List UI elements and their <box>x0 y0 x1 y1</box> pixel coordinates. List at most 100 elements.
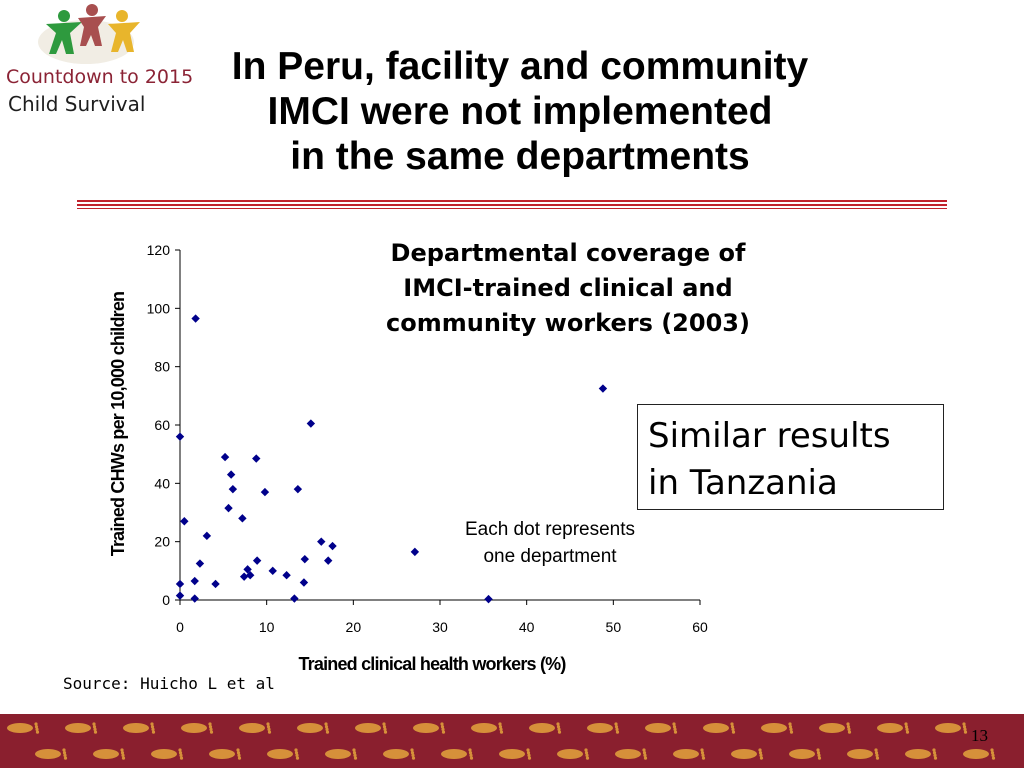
footprint-toe <box>93 730 98 734</box>
footprint-toe <box>382 722 386 726</box>
footprint-icon <box>877 722 910 734</box>
footprint-toe <box>179 756 184 760</box>
footprint-toe <box>557 727 561 731</box>
footprint-toe <box>642 748 646 752</box>
footprint-icon <box>355 722 388 734</box>
footprint-toe <box>150 725 155 729</box>
footprint-toe <box>237 753 241 757</box>
data-point <box>238 514 247 523</box>
footprint-toe <box>789 727 793 731</box>
y-tick-label: 40 <box>154 475 170 491</box>
footprint-toe <box>701 753 705 757</box>
footprint-toe <box>585 756 590 760</box>
data-point <box>180 517 189 526</box>
footprint-toe <box>353 756 358 760</box>
footprint-sole <box>935 723 961 733</box>
footprint-toe <box>178 748 182 752</box>
footprint-toe <box>352 748 356 752</box>
footprint-sole <box>297 723 323 733</box>
footprint-toe <box>236 751 241 755</box>
footprint-sole <box>355 723 381 733</box>
footprint-toe <box>150 722 154 726</box>
divider-line <box>77 204 947 206</box>
footprint-icon <box>123 722 156 734</box>
footprint-toe <box>759 756 764 760</box>
x-tick-label: 60 <box>692 619 708 635</box>
chart-annotation: Each dot represents one department <box>420 516 680 570</box>
data-point <box>317 537 326 546</box>
footprint-sole <box>557 749 583 759</box>
footprint-sole <box>529 723 555 733</box>
data-point <box>293 484 303 494</box>
y-tick-label: 100 <box>147 300 171 316</box>
footprint-icon <box>673 748 706 760</box>
logo-figure-yellow-body <box>108 22 140 52</box>
footprint-toe <box>817 753 821 757</box>
footprint-toe <box>789 730 794 734</box>
footprint-toe <box>353 753 357 757</box>
callout-line: Similar results <box>648 416 891 456</box>
page-number: 13 <box>971 726 988 745</box>
footprint-toe <box>962 722 966 726</box>
footprint-icon <box>761 722 794 734</box>
footprint-icon <box>847 748 880 760</box>
footprint-toe <box>758 751 763 755</box>
footprint-sole <box>645 723 671 733</box>
footprint-icon <box>7 722 40 734</box>
footprint-sole <box>471 723 497 733</box>
footprint-toe <box>35 730 40 734</box>
footprint-sole <box>819 723 845 733</box>
footprint-sole <box>847 749 873 759</box>
footprint-toe <box>846 722 850 726</box>
data-point <box>306 419 316 428</box>
footprint-toe <box>209 727 213 731</box>
footprint-icon <box>239 722 272 734</box>
footprint-icon <box>499 748 532 760</box>
footprint-icon <box>587 722 620 734</box>
footprint-sole <box>65 723 91 733</box>
data-point <box>191 314 200 323</box>
data-point <box>224 503 233 513</box>
footprint-toe <box>963 727 967 731</box>
footprint-toe <box>759 753 763 757</box>
footprint-toe <box>758 748 762 752</box>
footprint-icon <box>471 722 504 734</box>
callout-line: in Tanzania <box>648 463 838 503</box>
footprint-toe <box>498 722 502 726</box>
footprint-toe <box>642 751 647 755</box>
footprint-toe <box>990 748 994 752</box>
data-point <box>252 454 261 463</box>
data-point <box>243 565 252 574</box>
footprint-toe <box>933 753 937 757</box>
footprint-toe <box>410 751 415 755</box>
footprint-toe <box>847 727 851 731</box>
footprint-toe <box>788 722 792 726</box>
footprint-toe <box>584 751 589 755</box>
footprint-sole <box>761 723 787 733</box>
chart-title-line: IMCI-trained clinical and <box>403 274 733 302</box>
footprint-toe <box>93 727 97 731</box>
footprint-toe <box>643 756 648 760</box>
footprint-toe <box>468 751 473 755</box>
data-point <box>190 594 199 603</box>
footprint-toe <box>615 730 620 734</box>
footprint-toe <box>325 730 330 734</box>
footprint-toe <box>92 725 97 729</box>
footprint-toe <box>34 722 38 726</box>
footprint-toe <box>990 751 995 755</box>
footprint-toe <box>179 753 183 757</box>
footprint-toe <box>556 725 561 729</box>
x-tick-label: 40 <box>519 619 535 635</box>
data-point <box>300 554 309 564</box>
footprint-toe <box>295 753 299 757</box>
x-tick-label: 20 <box>346 619 362 635</box>
children-figures-logo <box>38 4 140 64</box>
footprint-icon <box>819 722 852 734</box>
footprint-toe <box>991 756 996 760</box>
footprint-toe <box>614 725 619 729</box>
logo-figure-red-body <box>78 16 106 46</box>
data-point <box>220 452 230 462</box>
footprint-toe <box>35 727 39 731</box>
footprint-toe <box>410 748 414 752</box>
footprint-toe <box>932 751 937 755</box>
